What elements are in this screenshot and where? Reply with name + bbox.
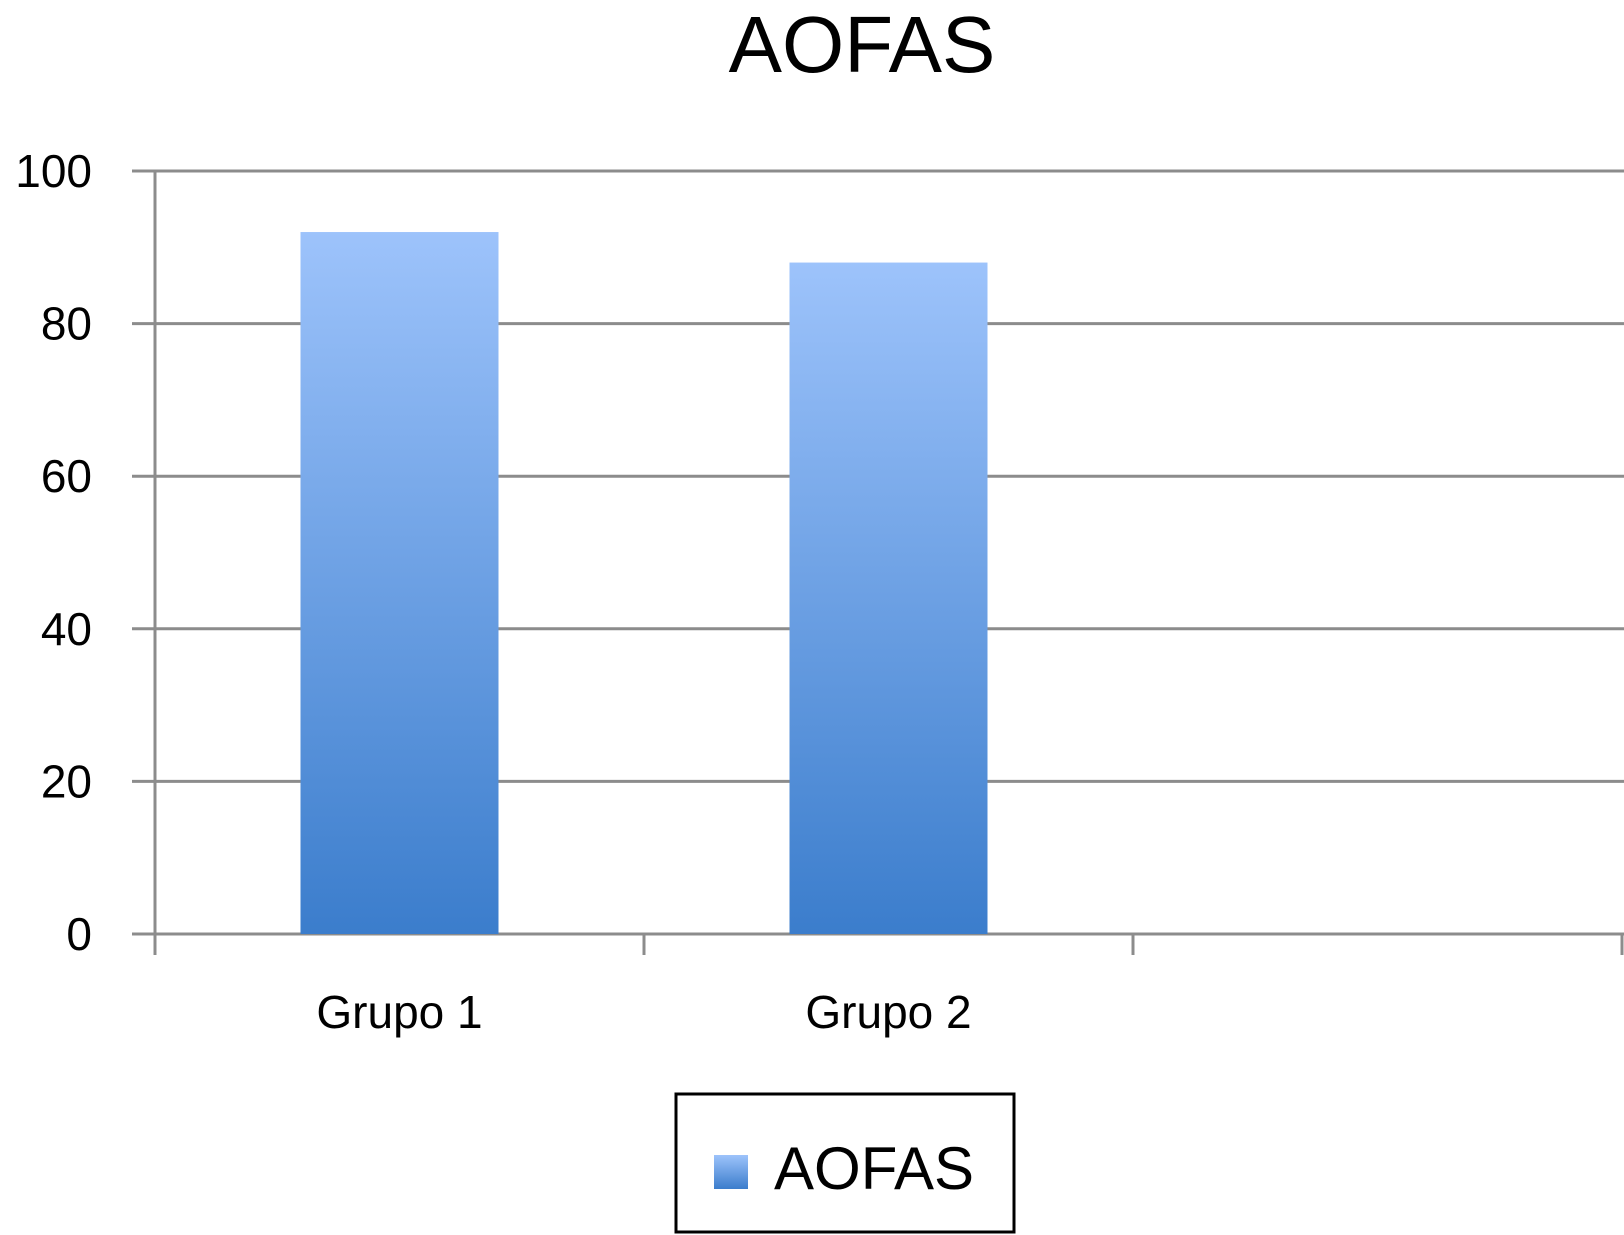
y-tick-label: 60 [41, 450, 92, 502]
bar-grupo-2 [789, 262, 988, 934]
chart-title: AOFAS [729, 0, 996, 89]
legend: AOFAS [674, 1092, 1016, 1234]
y-tick-label: 0 [66, 908, 92, 960]
bars [300, 232, 988, 935]
x-tick-labels: Grupo 1 Grupo 2 [316, 986, 971, 1038]
y-tick-labels: 0 20 40 60 80 100 [15, 145, 92, 960]
y-tick-label: 100 [15, 145, 92, 197]
axes [153, 171, 1624, 955]
bar-grupo-1 [300, 232, 499, 935]
legend-swatch [714, 1155, 748, 1189]
y-tick-label: 20 [41, 755, 92, 807]
y-tick-label: 40 [41, 603, 92, 655]
y-tick-label: 80 [41, 298, 92, 350]
legend-label: AOFAS [774, 1135, 974, 1202]
x-tick-label: Grupo 1 [316, 986, 482, 1038]
x-tick-label: Grupo 2 [805, 986, 971, 1038]
